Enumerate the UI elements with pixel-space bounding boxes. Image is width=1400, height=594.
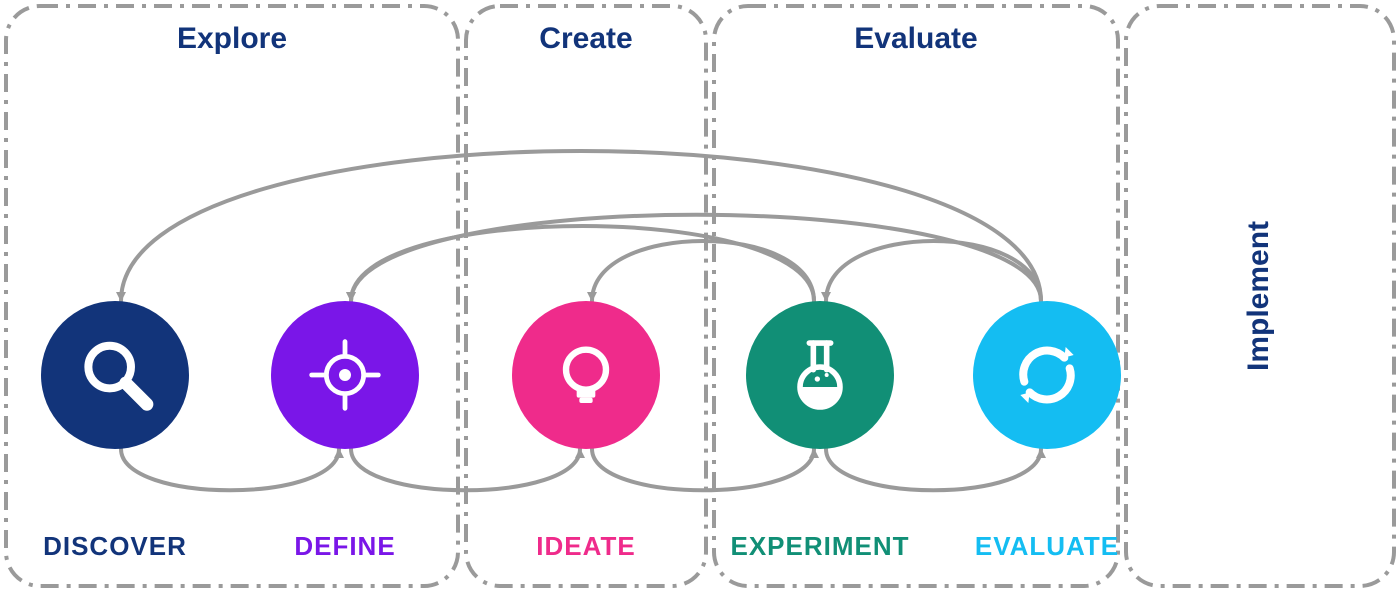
step-label-experiment: EXPERIMENT <box>730 531 909 561</box>
step-label-define: DEFINE <box>294 531 395 561</box>
step-label-ideate: IDEATE <box>536 531 635 561</box>
back-arrow-4 <box>826 241 1041 301</box>
step-circle-evaluate <box>973 301 1121 449</box>
step-experiment: EXPERIMENT <box>730 301 909 561</box>
phase-title-evaluate: Evaluate <box>854 22 977 55</box>
step-label-discover: DISCOVER <box>43 531 187 561</box>
forward-arrow-0 <box>121 449 339 490</box>
step-evaluate: EVALUATE <box>973 301 1121 561</box>
phase-box-create <box>466 6 706 586</box>
phase-title-create: Create <box>539 22 632 55</box>
step-ideate: IDEATE <box>512 301 660 561</box>
phase-title-explore: Explore <box>177 22 287 55</box>
back-arrow-1 <box>351 215 1041 301</box>
back-arrow-3 <box>592 241 814 301</box>
phase-box-evaluate <box>714 6 1118 586</box>
phase-title-implement: Implement <box>1242 221 1275 371</box>
step-circle-discover <box>41 301 189 449</box>
forward-arrow-2 <box>592 449 814 490</box>
step-label-evaluate: EVALUATE <box>975 531 1119 561</box>
back-arrow-2 <box>351 226 814 301</box>
forward-arrow-3 <box>826 449 1041 490</box>
step-define: DEFINE <box>271 301 419 561</box>
phase-box-explore <box>6 6 458 586</box>
step-circle-experiment <box>746 301 894 449</box>
step-discover: DISCOVER <box>41 301 189 561</box>
step-circle-ideate <box>512 301 660 449</box>
